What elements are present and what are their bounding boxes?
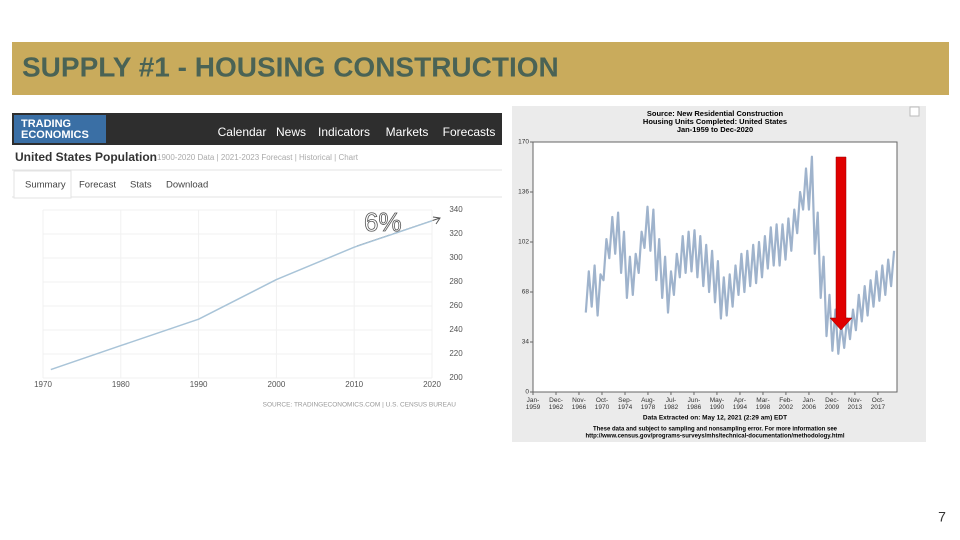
slide-title: SUPPLY #1 - HOUSING CONSTRUCTION xyxy=(22,51,559,82)
red-arrow xyxy=(829,156,853,331)
y-tick-label: 102 xyxy=(518,239,529,246)
y-tick-label: 240 xyxy=(449,325,463,334)
chart-title: Source: New Residential Construction xyxy=(647,109,784,118)
page-number: 7 xyxy=(938,509,946,525)
nav-item[interactable]: Markets xyxy=(386,125,429,139)
y-tick-label: 68 xyxy=(522,289,530,296)
tab[interactable]: Download xyxy=(166,180,208,191)
x-tick-label: 2020 xyxy=(423,380,441,389)
x-tick-label: 1990 xyxy=(190,380,208,389)
x-tick-label: Oct-1970 xyxy=(595,397,610,411)
x-tick-label: Feb-2002 xyxy=(779,397,794,411)
x-tick-label: 2010 xyxy=(345,380,363,389)
y-tick-label: 340 xyxy=(449,205,463,214)
y-tick-label: 0 xyxy=(525,389,529,396)
x-tick-label: Apr-1994 xyxy=(733,397,748,411)
chart-subtitle: Data Extracted on: May 12, 2021 (2:29 am… xyxy=(643,415,787,422)
te-page-title: United States Population xyxy=(15,150,157,164)
x-tick-label: 1980 xyxy=(112,380,130,389)
x-tick-label: Jan-2006 xyxy=(802,397,817,411)
te-logo xyxy=(14,115,106,143)
x-tick-label: Sep-1974 xyxy=(618,397,633,411)
y-tick-label: 220 xyxy=(449,349,463,358)
nav-item[interactable]: Calendar xyxy=(218,125,267,139)
breadcrumb[interactable]: 1900-2020 Data | 2021-2023 Forecast | Hi… xyxy=(157,153,359,162)
x-tick-label: Jun-1986 xyxy=(687,397,702,411)
active-tab xyxy=(13,170,72,199)
x-tick-label: Dec-2009 xyxy=(825,397,840,411)
te-panel xyxy=(12,113,502,420)
y-tick-label: 320 xyxy=(449,229,463,238)
nav-item[interactable]: Indicators xyxy=(318,125,370,139)
x-tick-label: Aug-1978 xyxy=(641,397,656,411)
x-tick-label: Oct-2017 xyxy=(871,397,886,411)
x-tick-label: Jul-1982 xyxy=(664,397,679,411)
logo-text: ECONOMICS xyxy=(21,129,89,141)
tab[interactable]: Forecast xyxy=(79,180,116,191)
nav-item[interactable]: News xyxy=(276,125,306,139)
x-tick-label: 2000 xyxy=(268,380,286,389)
source: SOURCE: TRADINGECONOMICS.COM | U.S. CENS… xyxy=(263,402,457,409)
x-tick-label: Mar-1998 xyxy=(756,397,771,411)
chart-title: Jan-1959 to Dec-2020 xyxy=(677,125,753,134)
x-tick-label: Jan-1959 xyxy=(526,397,541,411)
x-tick-label: May-1990 xyxy=(710,397,725,411)
logo-text: TRADING xyxy=(21,118,71,130)
x-tick-label: Nov-1966 xyxy=(572,397,587,411)
x-tick-label: Dec-1962 xyxy=(549,397,564,411)
y-tick-label: 260 xyxy=(449,301,463,310)
tab[interactable]: Stats xyxy=(130,180,152,191)
y-tick-label: 280 xyxy=(449,277,463,286)
data-line xyxy=(584,155,896,355)
close-icon[interactable] xyxy=(909,106,920,117)
x-tick-label: 1970 xyxy=(34,380,52,389)
y-tick-label: 300 xyxy=(449,253,463,262)
footnote: These data and subject to sampling and n… xyxy=(593,427,838,433)
y-tick-label: 170 xyxy=(518,139,529,146)
y-tick-label: 34 xyxy=(522,339,530,346)
data-line xyxy=(50,220,433,371)
y-tick-label: 200 xyxy=(449,373,463,382)
y-tick-label: 136 xyxy=(518,189,529,196)
title-bar xyxy=(12,42,949,95)
x-tick-label: Nov-2013 xyxy=(848,397,863,411)
footnote: http://www.census.gov/programs-surveys/m… xyxy=(585,434,844,440)
nav-item[interactable]: Forecasts xyxy=(443,125,496,139)
tab[interactable]: Summary xyxy=(25,180,66,191)
annotation: 6% xyxy=(364,207,402,237)
chart-title: Housing Units Completed: United States xyxy=(643,117,787,126)
